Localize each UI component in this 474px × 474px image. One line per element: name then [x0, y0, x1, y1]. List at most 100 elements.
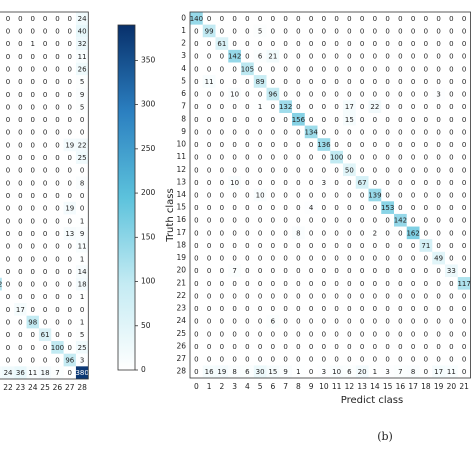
cell-value: 0: [436, 128, 440, 136]
cell-value: 3: [322, 368, 326, 376]
cell-value: 0: [232, 356, 236, 364]
cell-value: 0: [271, 154, 275, 162]
cell-value: 0: [424, 103, 428, 111]
cell: [432, 251, 445, 265]
cell-value: 0: [207, 40, 211, 48]
cell: [368, 100, 382, 113]
cell-value: 0: [30, 306, 34, 314]
cell-value: 0: [309, 40, 313, 48]
cell: [75, 100, 89, 114]
cell-value: 2: [373, 229, 377, 237]
cell-value: 0: [43, 116, 47, 124]
cell: [75, 87, 89, 101]
cell-value: 0: [68, 344, 72, 352]
cell-value: 0: [322, 356, 326, 364]
cell: [14, 303, 27, 316]
cell-value: 0: [322, 166, 326, 174]
cell-value: 0: [411, 343, 415, 351]
cell-value: 33: [447, 267, 456, 275]
y-tick-label: 21: [176, 278, 186, 287]
cell-value: 0: [194, 78, 198, 86]
cell-value: 0: [449, 40, 453, 48]
cell-value: 0: [322, 103, 326, 111]
cell-value: 0: [194, 330, 198, 338]
cell-value: 0: [232, 128, 236, 136]
cell-value: 0: [55, 167, 59, 175]
cell-value: 0: [232, 27, 236, 35]
cell-value: 0: [6, 243, 10, 251]
cell-value: 0: [449, 280, 453, 288]
cell-value: 0: [43, 78, 47, 86]
cell-value: 0: [462, 27, 466, 35]
x-tick-label: 5: [258, 382, 263, 391]
cell-value: 0: [322, 330, 326, 338]
cell-value: 0: [220, 128, 224, 136]
cell-value: 0: [411, 78, 415, 86]
cell-value: 1: [296, 368, 300, 376]
cell-value: 0: [30, 331, 34, 339]
cell-value: 0: [436, 242, 440, 250]
cell-value: 0: [80, 306, 84, 314]
cell: [368, 226, 382, 240]
x-tick-label: 8: [296, 382, 301, 391]
cell-value: 0: [6, 344, 10, 352]
cell-value: 0: [220, 78, 224, 86]
cell-value: 0: [30, 192, 34, 200]
cell-value: 0: [373, 65, 377, 73]
cell-value: 0: [296, 255, 300, 263]
cell-value: 0: [6, 116, 10, 124]
cell-value: 0: [30, 255, 34, 263]
x-tick-label: 20: [447, 382, 457, 391]
cell-value: 105: [241, 65, 254, 73]
cell-value: 0: [373, 330, 377, 338]
cell-value: 0: [360, 242, 364, 250]
cell-value: 0: [373, 91, 377, 99]
cell-value: 0: [194, 116, 198, 124]
cell-value: 0: [55, 331, 59, 339]
cell-value: 0: [462, 229, 466, 237]
y-tick-label: 9: [181, 127, 186, 136]
cell-value: 0: [462, 166, 466, 174]
cell-value: 0: [55, 65, 59, 73]
cell-value: 0: [30, 129, 34, 137]
cell-value: 0: [232, 242, 236, 250]
cell-value: 0: [334, 318, 338, 326]
cell-value: 0: [6, 141, 10, 149]
x-tick-label: 3: [232, 382, 237, 391]
cell-value: 0: [360, 65, 364, 73]
cell-value: 0: [194, 280, 198, 288]
cell-value: 1: [373, 368, 377, 376]
y-tick-label: 10: [176, 140, 186, 149]
cell: [75, 341, 89, 354]
cell: [26, 315, 39, 329]
y-tick-label: 22: [176, 291, 186, 300]
cell-value: 0: [30, 230, 34, 238]
cell-value: 0: [55, 281, 59, 289]
colorbar: [117, 24, 136, 371]
cell-value: 112: [0, 281, 2, 289]
cell-value: 0: [283, 330, 287, 338]
cell-value: 0: [207, 330, 211, 338]
x-tick-label: 1: [207, 382, 212, 391]
cell: [317, 138, 331, 151]
cell-value: 0: [449, 229, 453, 237]
cell: [75, 252, 89, 266]
cell-value: 0: [334, 242, 338, 250]
cell-value: 0: [424, 15, 428, 23]
cell-value: 8: [80, 179, 84, 187]
cell-value: 0: [334, 128, 338, 136]
cell-value: 0: [220, 217, 224, 225]
cell-value: 0: [194, 204, 198, 212]
cell-value: 0: [449, 154, 453, 162]
cell: [253, 75, 267, 88]
cell-value: 0: [194, 154, 198, 162]
cell: [75, 328, 89, 342]
cell-value: 0: [194, 368, 198, 376]
cell-value: 0: [55, 230, 59, 238]
cell-value: 0: [436, 192, 440, 200]
cell-value: 0: [398, 40, 402, 48]
cell-value: 117: [457, 280, 470, 288]
cell-value: 0: [194, 40, 198, 48]
cell-value: 0: [436, 15, 440, 23]
cell: [343, 163, 356, 177]
